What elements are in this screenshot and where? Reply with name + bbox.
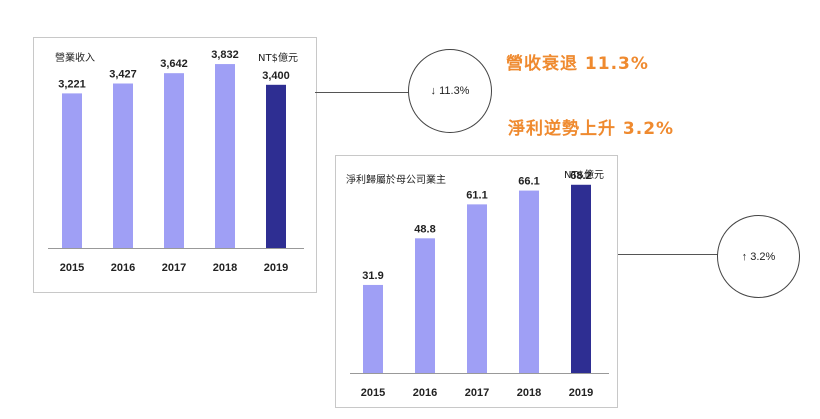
profit-x-tick-2016: 2016 <box>413 387 437 399</box>
profit-value-label-2018: 66.1 <box>518 176 539 188</box>
revenue-chart-svg: 3,221 2015 3,427 2016 3,642 2017 3,832 2018 3,40… <box>48 49 304 274</box>
profit-chart-title: 淨利歸屬於母公司業主 <box>346 175 446 186</box>
revenue-chart-title: 營業收入 <box>55 53 95 64</box>
revenue-value-label-2018: 3,832 <box>211 49 239 61</box>
profit-value-label-2016: 48.8 <box>414 223 435 235</box>
revenue-x-tick-2017: 2017 <box>162 262 186 274</box>
revenue-x-tick-2018: 2018 <box>213 262 237 274</box>
profit-value-label-2015: 31.9 <box>362 270 383 282</box>
revenue-value-label-2017: 3,642 <box>160 58 188 70</box>
profit-x-tick-2017: 2017 <box>465 387 489 399</box>
profit-value-label-2017: 61.1 <box>466 189 487 201</box>
profit-bar-2017 <box>467 204 487 373</box>
profit-chart-unit: NT$億元 <box>564 170 604 181</box>
revenue-bar-2018 <box>215 64 235 248</box>
revenue-bar-2017 <box>164 73 184 249</box>
profit-chart-panel: 淨利歸屬於母公司業主 NT$億元 31.9 2015 48.8 2016 61.1 201… <box>335 155 618 408</box>
profit-connector-line <box>618 254 718 255</box>
profit-change-callout: ↑ 3.2% <box>717 215 800 298</box>
revenue-headline: 營收衰退 11.3% <box>506 54 649 74</box>
profit-x-tick-2019: 2019 <box>569 387 593 399</box>
profit-bar-2015 <box>363 284 383 373</box>
revenue-value-label-2015: 3,221 <box>58 78 86 90</box>
profit-bar-2018 <box>519 190 539 373</box>
revenue-chart-unit: NT$億元 <box>258 53 298 64</box>
profit-x-tick-2018: 2018 <box>517 387 541 399</box>
revenue-x-tick-2019: 2019 <box>264 262 288 274</box>
profit-bar-2016 <box>415 238 435 373</box>
revenue-chart-panel: 營業收入 NT$億元 3,221 2015 3,427 2016 3,642 2017 3,… <box>33 37 317 293</box>
revenue-bar-2019 <box>266 84 286 248</box>
revenue-bar-2015 <box>62 93 82 248</box>
revenue-value-label-2016: 3,427 <box>109 69 137 81</box>
revenue-connector-line <box>315 92 409 93</box>
profit-chart-svg: 31.9 2015 48.8 2016 61.1 2017 66.1 2018 68.2 2019 <box>350 170 609 399</box>
revenue-x-tick-2016: 2016 <box>111 262 135 274</box>
profit-x-tick-2015: 2015 <box>361 387 385 399</box>
profit-bar-2019 <box>571 184 591 373</box>
profit-value-label-2019: 68.2 <box>570 170 591 182</box>
revenue-value-label-2019: 3,400 <box>262 70 290 82</box>
revenue-x-tick-2015: 2015 <box>60 262 84 274</box>
revenue-bar-2016 <box>113 83 133 248</box>
profit-headline: 淨利逆勢上升 3.2% <box>508 119 675 139</box>
revenue-change-callout: ↓ 11.3% <box>408 49 492 133</box>
